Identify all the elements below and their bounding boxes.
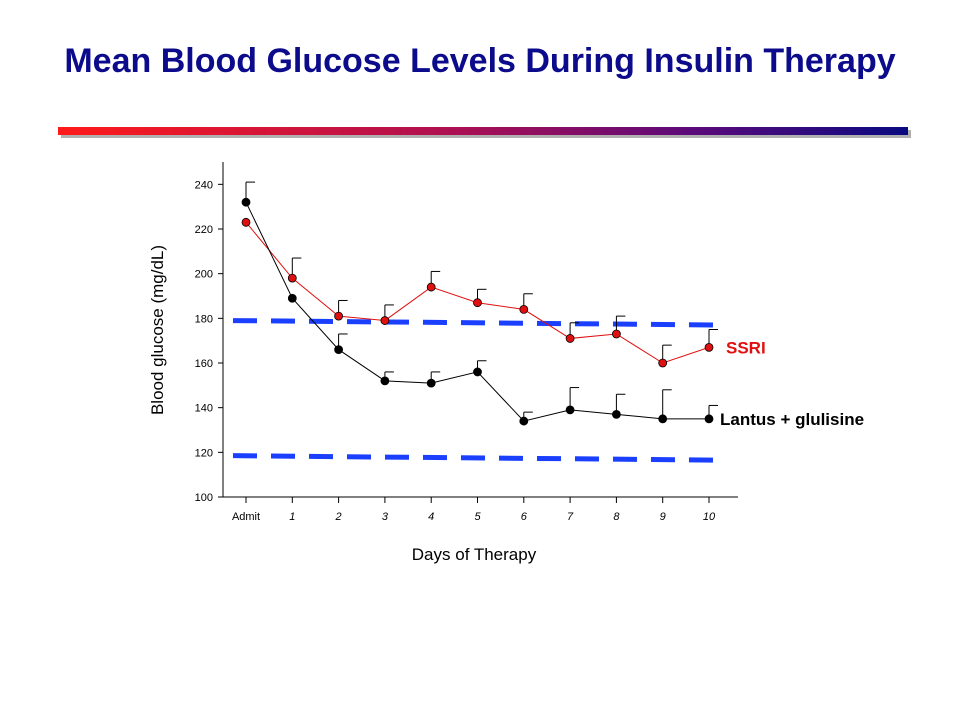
reference-lines bbox=[232, 318, 723, 463]
y-tick-label: 120 bbox=[195, 447, 213, 459]
lantus-series-label: Lantus + glulisine bbox=[720, 410, 864, 429]
lantus-series-line bbox=[245, 201, 709, 422]
x-tick-label: 10 bbox=[703, 511, 716, 523]
y-tick-label: 160 bbox=[195, 358, 213, 370]
ssri-data-point bbox=[287, 273, 297, 283]
x-tick-label: 8 bbox=[613, 511, 620, 523]
y-tick-label: 180 bbox=[195, 313, 213, 325]
chart-series: SSRI Lantus + glulisine bbox=[241, 181, 864, 429]
ssri-series-label: SSRI bbox=[726, 338, 766, 357]
y-tick-label: 200 bbox=[195, 269, 213, 281]
lantus-data-point bbox=[241, 197, 251, 207]
x-tick-label: 7 bbox=[567, 511, 574, 523]
ssri-data-point bbox=[380, 316, 390, 325]
lantus-data-point bbox=[704, 414, 714, 424]
y-tick-label: 140 bbox=[195, 403, 213, 415]
ssri-data-point bbox=[334, 311, 344, 321]
lantus-data-point bbox=[287, 293, 297, 303]
x-tick-label: Admit bbox=[232, 511, 260, 523]
y-tick-label: 240 bbox=[195, 179, 213, 191]
title-underline-rule bbox=[58, 127, 908, 135]
ssri-data-point bbox=[704, 342, 714, 352]
ssri-data-point bbox=[519, 304, 529, 314]
x-tick-label: 9 bbox=[660, 511, 666, 523]
x-tick-label: 6 bbox=[521, 511, 528, 523]
x-tick-label: 2 bbox=[335, 511, 342, 523]
lantus-data-point bbox=[473, 367, 482, 377]
chart-axes: 100 120 140 160 180 200 220 240 Admit 1 2 3 4 5 6 7 8 9 10 bbox=[195, 162, 738, 523]
y-axis-label: Blood glucose (mg/dL) bbox=[148, 245, 167, 415]
lantus-data-point bbox=[334, 345, 344, 355]
lantus-data-point bbox=[612, 409, 621, 419]
ssri-data-point bbox=[612, 329, 621, 339]
ssri-data-point bbox=[565, 334, 575, 343]
lantus-data-point bbox=[519, 416, 529, 426]
ssri-data-point bbox=[241, 217, 251, 227]
lantus-data-point bbox=[380, 376, 390, 386]
x-tick-label: 5 bbox=[474, 511, 481, 523]
lantus-data-point bbox=[426, 378, 436, 388]
y-tick-label: 100 bbox=[195, 492, 213, 504]
x-tick-label: 3 bbox=[382, 511, 389, 523]
lantus-data-point bbox=[658, 414, 668, 424]
ssri-data-point bbox=[473, 298, 482, 308]
x-axis-label: Days of Therapy bbox=[412, 545, 537, 564]
ssri-data-point bbox=[658, 358, 668, 368]
reference-dashed-line bbox=[232, 453, 723, 463]
y-tick-label: 220 bbox=[195, 224, 213, 236]
x-tick-label: 1 bbox=[289, 511, 295, 523]
x-tick-label: 4 bbox=[428, 511, 434, 523]
lantus-data-point bbox=[565, 405, 575, 415]
reference-dashed-line bbox=[232, 318, 723, 328]
slide-title: Mean Blood Glucose Levels During Insulin… bbox=[64, 42, 896, 80]
ssri-data-point bbox=[426, 282, 436, 292]
